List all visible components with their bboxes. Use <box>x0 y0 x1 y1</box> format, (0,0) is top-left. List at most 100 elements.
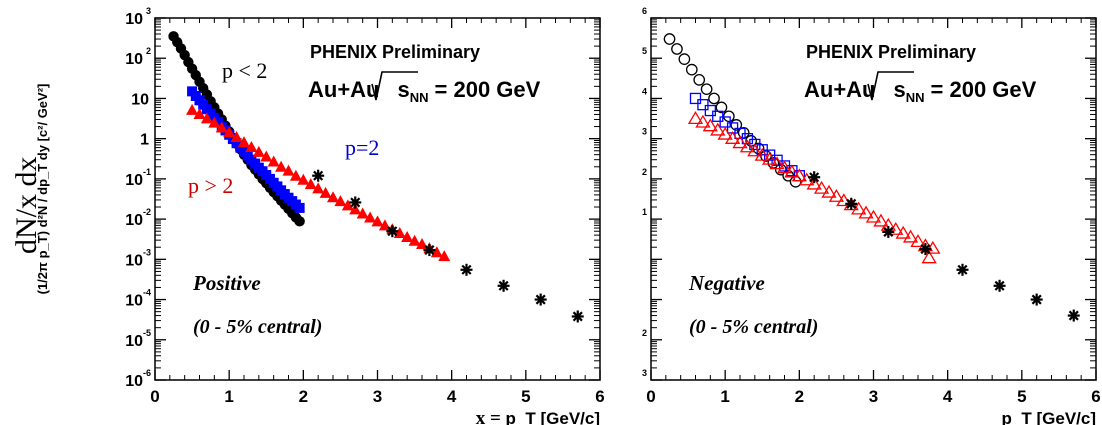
star-core <box>352 199 359 206</box>
y-tick-residual: 6 <box>642 6 647 16</box>
right-panel-negative: 0 1 2 3 4 5 6 3 2 1 2 3 4 5 6 p_T [GeV/c] PHENIX Prelimi… <box>642 6 1101 425</box>
x-axis-label-main: p_T [GeV/c] <box>506 409 600 425</box>
data-series <box>312 169 584 323</box>
annotation-label: p < 2 <box>222 58 267 83</box>
data-point <box>312 182 325 194</box>
data-point <box>186 103 199 115</box>
data-point <box>223 126 236 138</box>
data-point <box>956 263 969 276</box>
data-point <box>685 63 698 76</box>
x-tick-label: 3 <box>373 387 382 406</box>
x-tick-label: 2 <box>299 387 308 406</box>
star-core <box>500 282 507 289</box>
system-energy: = 200 GeV <box>435 77 541 102</box>
star-core <box>848 200 855 207</box>
y-tick-label: 10 <box>125 333 143 350</box>
data-point <box>294 202 305 213</box>
data-point <box>200 112 213 124</box>
x-tick-label: 5 <box>521 387 530 406</box>
data-point <box>717 126 733 140</box>
data-point <box>678 53 691 65</box>
data-point <box>708 92 720 105</box>
data-point <box>423 244 436 257</box>
data-point <box>724 131 741 144</box>
data-point <box>282 164 295 176</box>
data-point <box>438 250 451 262</box>
data-point <box>208 116 221 128</box>
data-point <box>993 279 1006 292</box>
y-tick-label: 10 <box>125 373 143 390</box>
x-tick-label: 3 <box>869 387 878 406</box>
star-core <box>389 228 396 235</box>
data-series <box>687 111 941 264</box>
data-point <box>858 205 874 219</box>
data-point <box>700 83 713 96</box>
data-point <box>710 122 726 136</box>
data-point <box>808 171 821 184</box>
data-point <box>712 110 724 122</box>
data-point <box>689 92 702 105</box>
x-tick-label: 4 <box>943 387 953 406</box>
data-point <box>386 225 399 238</box>
centrality-label: (0 - 5% central) <box>193 316 322 338</box>
data-point <box>754 147 770 161</box>
system-prefix: Au+Au <box>308 77 380 102</box>
star-core <box>811 174 818 181</box>
data-point <box>695 114 711 128</box>
x-tick-label: 1 <box>224 387 233 406</box>
centrality-label: (0 - 5% central) <box>689 316 818 338</box>
y-tick-exponent: -4 <box>143 288 151 298</box>
data-point <box>693 73 706 86</box>
data-point <box>327 191 339 203</box>
data-point <box>312 169 325 182</box>
star-core <box>959 266 966 273</box>
y-tick-exponent: -6 <box>143 368 151 378</box>
data-point <box>534 293 547 306</box>
data-point <box>304 178 317 190</box>
data-point <box>260 150 273 162</box>
x-tick-label: 4 <box>447 387 457 406</box>
data-point <box>319 186 332 198</box>
y-tick-label: 10 <box>131 91 149 108</box>
data-point <box>739 139 756 153</box>
data-point <box>1067 309 1080 322</box>
y-tick-exponent: -3 <box>143 247 151 257</box>
data-point <box>902 229 919 243</box>
system-energy: = 200 GeV <box>931 77 1037 102</box>
sqrt-radical <box>371 71 418 101</box>
annotation-label: p=2 <box>345 135 379 160</box>
data-point <box>697 99 709 111</box>
star-core <box>574 313 581 320</box>
star-core <box>922 246 929 253</box>
data-point <box>769 156 785 170</box>
y-tick-exponent: 3 <box>146 6 151 16</box>
data-point <box>215 121 228 133</box>
y-tick-exponent: 2 <box>146 46 151 56</box>
data-point <box>687 111 704 124</box>
data-point <box>356 207 369 219</box>
data-point <box>297 173 310 185</box>
data-point <box>865 209 882 223</box>
data-point <box>741 133 754 145</box>
y-tick-label: 1 <box>140 132 149 149</box>
x-axis-label: x = p_T [GeV/c] <box>476 408 600 425</box>
data-point <box>497 279 510 292</box>
data-point <box>910 234 926 247</box>
x-tick-label: 0 <box>646 387 655 406</box>
star-core <box>426 247 433 254</box>
star-core <box>885 228 892 235</box>
data-point <box>289 169 302 181</box>
charge-label: Positive <box>192 271 261 295</box>
x-tick-label: 1 <box>720 387 729 406</box>
data-point <box>895 225 911 239</box>
x-tick-label: 6 <box>595 387 604 406</box>
data-point <box>364 211 377 223</box>
data-point <box>723 110 735 123</box>
y-tick-residual: 1 <box>642 207 647 217</box>
data-point <box>813 180 830 194</box>
data-point <box>408 234 421 246</box>
data-point <box>341 199 354 211</box>
data-point <box>821 184 837 198</box>
data-point <box>294 216 305 227</box>
